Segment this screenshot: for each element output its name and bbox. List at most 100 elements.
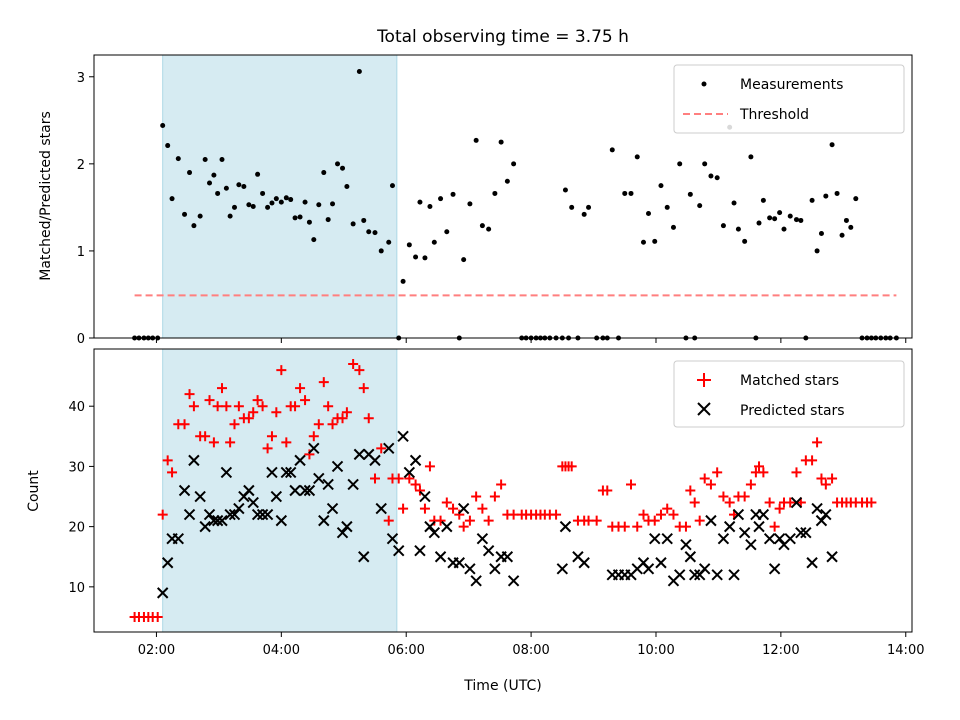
predicted-stars-point [732, 508, 745, 521]
measurements-point [223, 185, 229, 191]
matched-stars-point [398, 503, 409, 514]
predicted-stars-point [275, 514, 288, 527]
measurements-point [670, 224, 676, 230]
measurements-point [677, 161, 683, 167]
predicted-stars-point [203, 508, 216, 521]
matched-stars-point [866, 497, 877, 508]
predicted-stars-point [161, 557, 174, 569]
measurements-point [697, 203, 703, 209]
measurements-point [175, 156, 181, 162]
predicted-stars-point [815, 514, 828, 527]
measurements-point [640, 239, 646, 245]
matched-stars-point [225, 437, 236, 448]
matched-stars-point [300, 395, 311, 406]
predicted-stars-point [698, 563, 711, 575]
predicted-stars-point [397, 430, 409, 443]
predicted-stars-point [820, 508, 832, 521]
matched-stars-point [718, 491, 729, 502]
predicted-stars-point [674, 569, 686, 581]
measurements-point [366, 229, 372, 235]
matched-stars-point [655, 509, 666, 520]
predicted-stars-point [578, 557, 590, 569]
matched-stars-point [348, 359, 359, 370]
matched-stars-point [496, 479, 507, 490]
measurements-point [187, 170, 193, 176]
predicted-stars-point [299, 484, 311, 497]
matched-stars-point [404, 473, 415, 484]
matched-stars-point [712, 467, 723, 478]
matched-stars-point [754, 461, 765, 472]
matched-stars-point [668, 509, 679, 520]
measurements-point [325, 217, 331, 223]
bottom-series-layer [129, 359, 877, 622]
measurements-point [562, 187, 568, 193]
measurements-point [422, 255, 428, 261]
matched-stars-point [257, 401, 268, 412]
measurements-point [853, 196, 859, 202]
measurements-point [756, 220, 762, 226]
predicted-stars-point [247, 496, 259, 509]
measurements-point [720, 223, 726, 229]
measurements-point [197, 213, 203, 219]
predicted-stars-point [453, 557, 465, 569]
matched-stars-point [188, 401, 199, 412]
measurements-point [255, 171, 261, 177]
matched-stars-point [602, 485, 613, 496]
measurements-point [731, 200, 737, 206]
measurements-point [438, 196, 444, 202]
predicted-stars-point [369, 454, 381, 467]
matched-stars-point [363, 413, 374, 424]
bottom-axis-ticks: 10 20 30 40 02:00 04:00 06:00 08:00 10:00 12:00 14… [68, 400, 924, 658]
measurements-point [227, 213, 233, 219]
observing-window-shade-bottom [162, 348, 398, 633]
matched-stars-point [229, 419, 240, 430]
measurements-point [335, 161, 341, 167]
predicted-stars-point [753, 520, 765, 533]
predicted-stars-point [419, 490, 431, 503]
measurements-point [767, 215, 773, 221]
matched-stars-point [354, 365, 365, 376]
predicted-stars-point [220, 466, 233, 479]
predicted-stars-point [224, 508, 236, 521]
measurements-point [160, 123, 166, 129]
predicted-stars-point [507, 575, 520, 587]
matched-stars-point [483, 515, 494, 526]
matched-stars-point [276, 365, 287, 376]
matched-stars-point [791, 467, 802, 478]
matched-stars-point [208, 437, 219, 448]
measurements-point [622, 190, 628, 196]
legend-label-threshold: Threshold [739, 107, 809, 123]
measurements-point [340, 165, 346, 171]
matched-stars-point [464, 515, 475, 526]
measurements-point [316, 202, 322, 208]
measurements-point [207, 180, 213, 186]
predicted-stars-point [806, 557, 818, 569]
measurements-point [260, 190, 266, 196]
matched-stars-point [551, 509, 562, 520]
matched-stars-point [566, 461, 577, 472]
bottom-plot-frame [93, 348, 913, 633]
measurements-point [302, 199, 308, 205]
predicted-stars-point [188, 454, 200, 467]
matched-stars-point [262, 443, 273, 454]
matched-stars-point [212, 401, 223, 412]
chart-title: Total observing time = 3.75 h [376, 27, 629, 47]
measurements-point [702, 161, 708, 167]
measurements-point [191, 223, 197, 229]
predicted-stars-point [341, 520, 353, 533]
matched-stars-point [649, 515, 660, 526]
measurements-point [511, 161, 517, 167]
matched-stars-point [157, 509, 168, 520]
predicted-stars-point [358, 551, 370, 563]
measurements-point [843, 217, 849, 223]
measurements-point [829, 142, 835, 148]
measurements-point [760, 197, 766, 203]
measurements-point [378, 248, 384, 254]
measurements-point [708, 173, 714, 179]
matched-stars-point [383, 515, 394, 526]
matched-stars-point [318, 377, 329, 388]
predicted-stars-point [178, 484, 191, 497]
measurements-point [467, 201, 473, 207]
measurements-point [569, 204, 575, 210]
x-tick-label: 04:00 [263, 643, 300, 658]
